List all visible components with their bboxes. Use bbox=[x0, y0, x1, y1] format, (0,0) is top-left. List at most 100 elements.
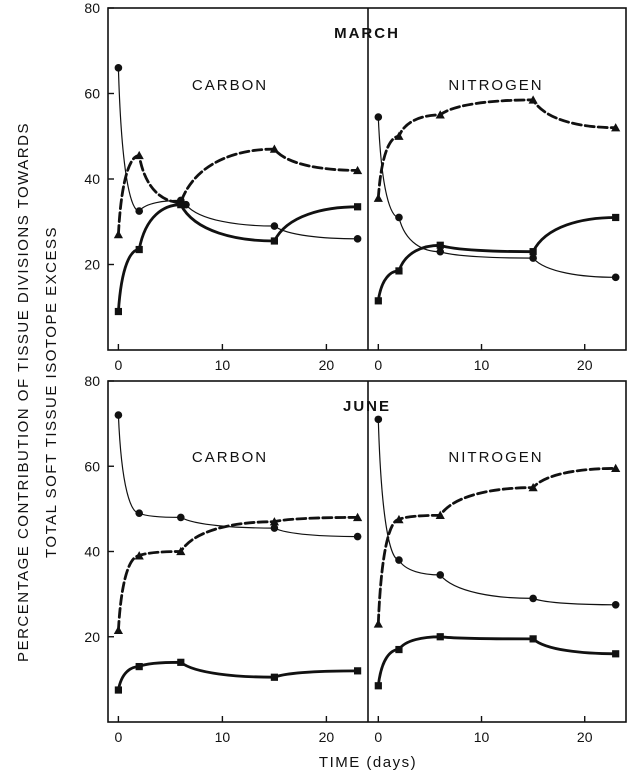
triangle-point-march-nitrogen-1 bbox=[394, 131, 404, 140]
curves-layer bbox=[117, 67, 618, 692]
circle-point-june-nitrogen-3 bbox=[529, 594, 537, 603]
square-point-march-nitrogen-4 bbox=[612, 213, 620, 222]
y-tick-label-june-carbon-80: 80 bbox=[84, 373, 100, 389]
x-tick-label-march-carbon-10: 10 bbox=[215, 357, 231, 373]
triangle-point-june-nitrogen-2 bbox=[435, 510, 445, 519]
panel-label-june-nitrogen: NITROGEN bbox=[448, 449, 543, 466]
x-tick-label-march-nitrogen-20: 20 bbox=[577, 357, 593, 373]
square-point-march-carbon-2 bbox=[177, 201, 185, 209]
square-point-june-carbon-3 bbox=[270, 673, 278, 681]
square-point-june-nitrogen-1 bbox=[395, 645, 403, 654]
square-point-march-carbon-1 bbox=[135, 245, 143, 254]
circle-point-june-carbon-1 bbox=[135, 509, 143, 517]
x-tick-label-june-nitrogen-10: 10 bbox=[474, 729, 490, 745]
triangle-point-march-carbon-3 bbox=[269, 144, 279, 153]
square-point-june-nitrogen-3 bbox=[529, 635, 537, 643]
curve-june-nitrogen-triangle bbox=[376, 467, 618, 626]
plot-frame-march bbox=[107, 7, 627, 351]
curve-march-nitrogen-triangle bbox=[376, 98, 618, 200]
circle-point-march-nitrogen-1 bbox=[395, 213, 403, 222]
curve-june-nitrogen-square bbox=[376, 635, 618, 688]
square-point-march-nitrogen-1 bbox=[395, 267, 403, 275]
curve-june-carbon-triangle bbox=[117, 516, 359, 632]
circle-point-march-nitrogen-3 bbox=[529, 254, 537, 262]
square-point-june-nitrogen-4 bbox=[612, 650, 620, 658]
x-tick-label-june-carbon-10: 10 bbox=[215, 729, 231, 745]
square-point-march-nitrogen-3 bbox=[529, 248, 537, 256]
y-tick-label-march-carbon-60: 60 bbox=[84, 86, 100, 102]
curve-june-carbon-square bbox=[117, 660, 359, 692]
square-point-june-carbon-0 bbox=[114, 686, 122, 694]
x-tick-label-june-nitrogen-0: 0 bbox=[374, 729, 382, 745]
curve-march-nitrogen-square bbox=[376, 216, 618, 303]
curve-march-carbon-square bbox=[117, 203, 359, 313]
triangle-point-march-nitrogen-2 bbox=[435, 110, 445, 119]
x-tick-label-march-carbon-20: 20 bbox=[319, 357, 335, 373]
x-tick-label-march-nitrogen-10: 10 bbox=[474, 357, 490, 373]
square-point-june-nitrogen-0 bbox=[374, 682, 382, 690]
square-point-june-nitrogen-2 bbox=[436, 633, 444, 641]
month-label-march: MARCH bbox=[334, 25, 400, 42]
y-axis-title-line1: PERCENTAGE CONTRIBUTION OF TISSUE DIVISI… bbox=[15, 122, 32, 662]
square-point-march-carbon-0 bbox=[114, 307, 122, 316]
triangle-point-march-carbon-4 bbox=[353, 165, 363, 175]
triangle-point-march-carbon-1 bbox=[134, 150, 144, 160]
x-tick-label-march-nitrogen-0: 0 bbox=[374, 357, 382, 373]
y-tick-label-june-carbon-20: 20 bbox=[84, 629, 100, 645]
square-point-march-carbon-4 bbox=[354, 203, 362, 211]
triangle-point-june-carbon-0 bbox=[113, 625, 123, 635]
y-axis-title-line2: TOTAL SOFT TISSUE ISOTOPE EXCESS bbox=[43, 226, 60, 558]
circle-point-march-carbon-1 bbox=[135, 207, 143, 215]
circle-point-march-carbon-4 bbox=[270, 222, 279, 230]
triangle-point-june-carbon-2 bbox=[176, 546, 186, 556]
square-point-june-carbon-1 bbox=[135, 662, 143, 671]
panel-label-march-nitrogen: NITROGEN bbox=[448, 77, 543, 94]
triangle-point-march-nitrogen-3 bbox=[528, 95, 538, 104]
x-tick-label-june-carbon-20: 20 bbox=[319, 729, 335, 745]
curve-march-carbon-triangle bbox=[117, 147, 359, 236]
triangle-point-march-carbon-0 bbox=[113, 229, 123, 239]
triangle-point-june-nitrogen-4 bbox=[611, 463, 621, 473]
circle-point-june-nitrogen-0 bbox=[374, 415, 383, 424]
circle-point-march-nitrogen-0 bbox=[374, 113, 383, 121]
x-axis-title: TIME (days) bbox=[319, 754, 417, 771]
y-tick-label-march-carbon-20: 20 bbox=[84, 257, 100, 273]
square-point-march-carbon-3 bbox=[270, 237, 278, 245]
y-tick-label-march-carbon-40: 40 bbox=[84, 171, 100, 187]
square-point-june-carbon-4 bbox=[354, 667, 362, 675]
circle-point-march-nitrogen-4 bbox=[611, 273, 620, 282]
circle-point-june-carbon-0 bbox=[114, 411, 123, 419]
triangle-point-june-carbon-3 bbox=[269, 517, 279, 526]
x-tick-label-june-carbon-0: 0 bbox=[115, 729, 123, 745]
x-tick-label-june-nitrogen-20: 20 bbox=[577, 729, 593, 745]
panel-label-june-carbon: CARBON bbox=[192, 449, 268, 466]
circle-point-march-carbon-5 bbox=[353, 235, 362, 243]
triangle-point-june-carbon-1 bbox=[134, 551, 144, 560]
circle-point-june-carbon-3 bbox=[270, 524, 279, 532]
ticks-layer: 0 10 20 20 40 60 80 0 10 20 0 10 20 20 40 60 80 0 10 20 bbox=[84, 0, 592, 745]
triangle-point-june-carbon-4 bbox=[353, 512, 363, 522]
triangle-point-june-nitrogen-3 bbox=[528, 482, 538, 492]
circle-point-june-carbon-2 bbox=[177, 513, 185, 522]
square-point-march-nitrogen-2 bbox=[436, 241, 444, 249]
circle-point-june-carbon-4 bbox=[353, 532, 362, 541]
circle-point-june-nitrogen-4 bbox=[611, 600, 620, 609]
y-tick-label-june-carbon-40: 40 bbox=[84, 544, 100, 560]
month-label-june: JUNE bbox=[343, 398, 391, 415]
circle-point-june-nitrogen-2 bbox=[436, 571, 445, 579]
circle-point-march-nitrogen-2 bbox=[436, 247, 445, 256]
triangle-point-march-nitrogen-4 bbox=[611, 123, 621, 132]
square-point-march-nitrogen-0 bbox=[374, 297, 382, 305]
plot-frame-june bbox=[107, 380, 627, 723]
points-layer bbox=[113, 64, 621, 694]
y-tick-label-march-carbon-80: 80 bbox=[84, 0, 100, 16]
circle-point-june-nitrogen-1 bbox=[395, 556, 403, 564]
square-point-june-carbon-2 bbox=[177, 658, 185, 666]
circle-point-march-carbon-0 bbox=[114, 64, 123, 72]
triangle-point-march-nitrogen-0 bbox=[373, 193, 383, 202]
y-tick-label-june-carbon-60: 60 bbox=[84, 458, 100, 474]
triangle-point-june-nitrogen-0 bbox=[373, 619, 383, 628]
x-tick-label-march-carbon-0: 0 bbox=[115, 357, 123, 373]
triangle-point-june-nitrogen-1 bbox=[394, 514, 404, 524]
curve-june-nitrogen-circle bbox=[377, 418, 617, 606]
